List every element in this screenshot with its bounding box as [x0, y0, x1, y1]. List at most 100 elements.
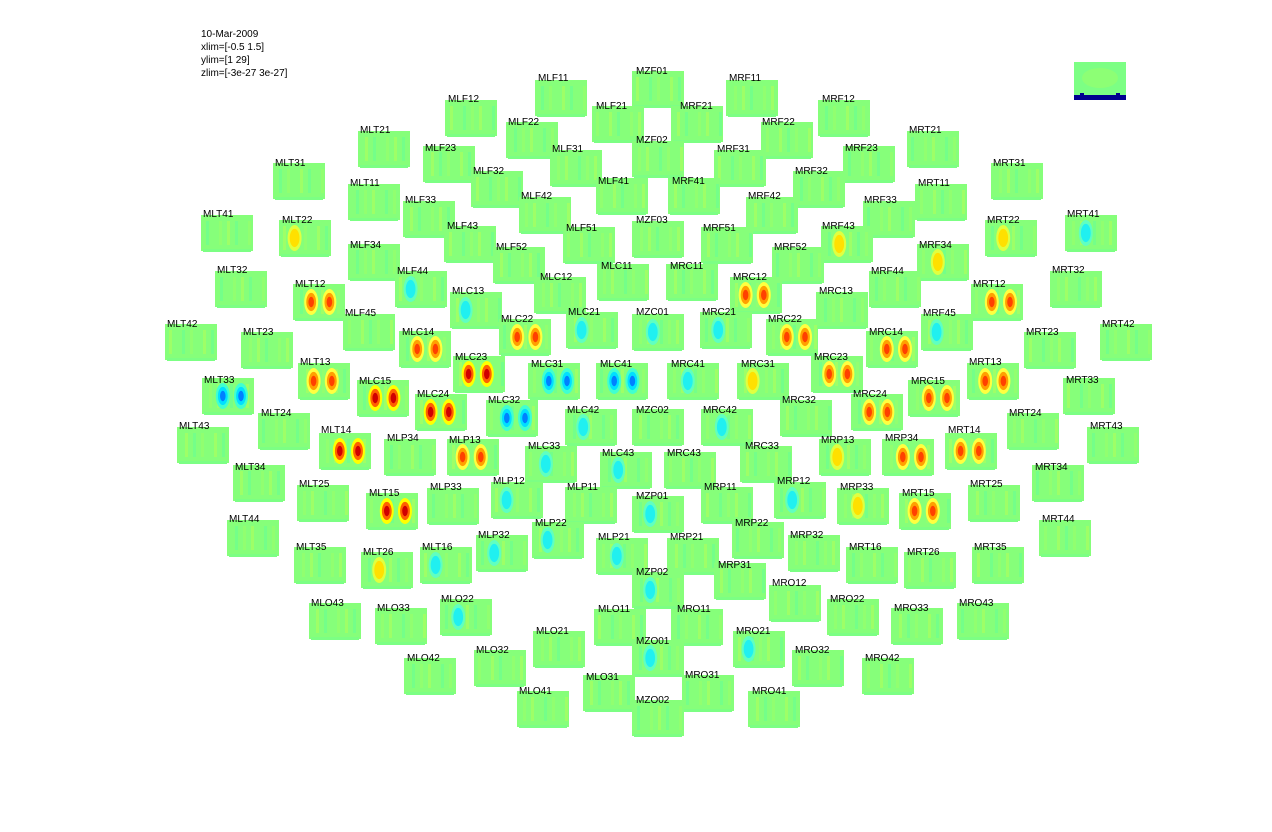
channel-label: MRT14 — [948, 425, 981, 436]
channel-label: MRF12 — [822, 94, 855, 105]
channel-label: MLF33 — [405, 195, 437, 206]
channel-label: MRF22 — [762, 117, 795, 128]
channel-label: MLF44 — [397, 266, 429, 277]
channel-mlf51: MLF51 — [563, 223, 615, 264]
channel-label: MLC23 — [455, 352, 488, 363]
channel-label: MRC23 — [814, 352, 848, 363]
channel-mlt12: MLT12 — [293, 279, 345, 321]
channel-label: MLP21 — [598, 532, 630, 543]
channel-label: MRF33 — [864, 195, 897, 206]
channel-mrf12: MRF12 — [818, 94, 870, 137]
channel-mrt35: MRT35 — [972, 542, 1024, 584]
channel-mlc15: MLC15 — [357, 376, 409, 417]
colorbar-example — [1074, 62, 1126, 100]
channel-mlp32: MLP32 — [476, 530, 528, 572]
channel-mlf21: MLF21 — [592, 101, 644, 143]
channel-mrp34: MRP34 — [882, 433, 934, 476]
channel-label: MRC21 — [702, 307, 736, 318]
channel-mlf42: MLF42 — [519, 191, 571, 234]
channel-label: MZP02 — [636, 567, 669, 578]
channel-mlf44: MLF44 — [395, 266, 447, 308]
channel-mlp33: MLP33 — [427, 482, 479, 525]
channel-mlf11: MLF11 — [535, 73, 587, 117]
channel-mrc12: MRC12 — [730, 272, 782, 314]
channel-mrt44: MRT44 — [1039, 514, 1091, 557]
channel-label: MLC31 — [531, 359, 564, 370]
channel-label: MLP12 — [493, 476, 525, 487]
channel-label: MZC01 — [636, 307, 669, 318]
channel-mlt22: MLT22 — [279, 215, 331, 257]
channel-label: MRC14 — [869, 327, 903, 338]
channel-label: MRT23 — [1026, 327, 1059, 338]
channel-label: MRP12 — [777, 476, 811, 487]
channel-mrc22: MRC22 — [766, 314, 818, 356]
channel-mlt31: MLT31 — [273, 158, 325, 200]
channel-mrt23: MRT23 — [1024, 327, 1076, 369]
channel-label: MRF32 — [795, 166, 828, 177]
channel-label: MLF34 — [350, 240, 382, 251]
channel-mlt43: MLT43 — [177, 421, 229, 464]
channel-label: MLC41 — [600, 359, 633, 370]
channel-label: MRT35 — [974, 542, 1007, 553]
channel-mlt23: MLT23 — [241, 327, 293, 369]
channel-mrt34: MRT34 — [1032, 462, 1084, 502]
channel-mzo01: MZO01 — [632, 636, 684, 677]
channel-mlc31: MLC31 — [528, 359, 580, 400]
channel-mlf32: MLF32 — [471, 166, 523, 208]
channel-mlc42: MLC42 — [565, 405, 617, 446]
channel-mrt15: MRT15 — [899, 488, 951, 530]
channel-label: MRO21 — [736, 626, 771, 637]
channel-mrp11: MRP11 — [701, 482, 753, 524]
channel-label: MRF41 — [672, 176, 705, 187]
channel-mrc24: MRC24 — [851, 389, 903, 431]
channel-label: MRF42 — [748, 191, 781, 202]
channel-label: MLF11 — [538, 73, 569, 84]
channel-label: MLO21 — [536, 626, 569, 637]
channel-mrc42: MRC42 — [701, 405, 753, 446]
channel-label: MLC24 — [417, 389, 450, 400]
channel-mlp11: MLP11 — [565, 482, 617, 524]
channel-label: MRF45 — [923, 308, 956, 319]
channel-label: MLT13 — [300, 357, 331, 368]
channel-label: MRP33 — [840, 482, 874, 493]
channel-mlc22: MLC22 — [499, 314, 551, 356]
channel-label: MLO42 — [407, 653, 440, 664]
channel-mlp34: MLP34 — [384, 433, 436, 476]
channel-label: MRP34 — [885, 433, 919, 444]
channel-mlo33: MLO33 — [375, 603, 427, 645]
channel-mrt25: MRT25 — [968, 479, 1020, 522]
channel-mrf11: MRF11 — [726, 73, 778, 117]
channel-label: MLT11 — [350, 178, 380, 189]
channel-mlf12: MLF12 — [445, 94, 497, 137]
channel-mrc23: MRC23 — [811, 352, 863, 393]
channel-label: MZC02 — [636, 405, 669, 416]
channel-mlc43: MLC43 — [600, 448, 652, 489]
channel-mrt14: MRT14 — [945, 425, 997, 470]
channel-label: MRC15 — [911, 376, 945, 387]
channel-mzf03: MZF03 — [632, 215, 684, 258]
channel-mlp21: MLP21 — [596, 532, 648, 575]
channel-mlc23: MLC23 — [453, 352, 505, 393]
channel-mlo21: MLO21 — [533, 626, 585, 668]
channel-mro32: MRO32 — [792, 645, 844, 687]
channel-label: MRC42 — [703, 405, 737, 416]
channel-label: MRO31 — [685, 670, 720, 681]
channel-label: MRT34 — [1035, 462, 1068, 473]
channel-mrp21: MRP21 — [667, 532, 719, 575]
channel-mlf34: MLF34 — [348, 240, 400, 281]
channel-label: MLC32 — [488, 395, 521, 406]
channel-mrt32: MRT32 — [1050, 265, 1102, 308]
channel-mrt21: MRT21 — [907, 125, 959, 168]
channel-mlo31: MLO31 — [583, 672, 635, 712]
channel-mlo32: MLO32 — [474, 645, 526, 687]
channel-label: MLP33 — [430, 482, 462, 493]
channel-label: MLP11 — [567, 482, 598, 493]
channel-label: MZO01 — [636, 636, 670, 647]
channel-mzf02: MZF02 — [632, 135, 684, 178]
channel-label: MLT44 — [229, 514, 260, 525]
channel-label: MLC42 — [567, 405, 600, 416]
channel-label: MZF02 — [636, 135, 668, 146]
channel-label: MRO22 — [830, 594, 865, 605]
channel-mrf42: MRF42 — [746, 191, 798, 234]
channel-label: MRF44 — [871, 266, 904, 277]
